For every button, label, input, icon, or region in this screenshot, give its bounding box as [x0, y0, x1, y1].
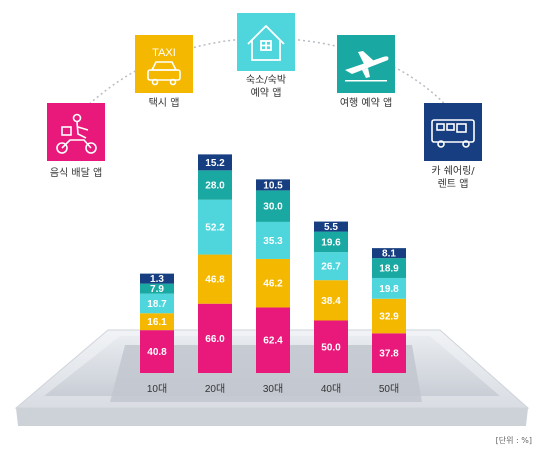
- legend-item-lodging: 숙소/숙박 예약 앱: [237, 13, 295, 99]
- bar-segment: [198, 303, 232, 373]
- data-label: 46.8: [205, 275, 225, 286]
- legend-item-food-delivery: 음식 배달 앱: [47, 103, 105, 179]
- legend-item-car-sharing: 카 쉐어링/ 렌트 앱: [424, 103, 482, 190]
- bar-segment: [256, 221, 290, 259]
- delivery-scooter-icon: [47, 103, 105, 161]
- bar-segment: [198, 199, 232, 255]
- taxi-sign: TAXI: [152, 47, 176, 59]
- bar-segment: [314, 252, 348, 281]
- bar-segment: [372, 248, 406, 259]
- data-label: 62.4: [263, 336, 283, 347]
- legend-label: 예약 앱: [251, 87, 282, 99]
- bars-group: 40.8 16.1 18.7 7.91.3 66.0 46.8 52.2 28.0 15.2 62…: [140, 154, 406, 373]
- data-label: 52.2: [205, 223, 225, 234]
- data-label: 15.2: [205, 158, 225, 169]
- legend-label: 렌트 앱: [438, 178, 469, 190]
- unit-label: [단위 : %]: [495, 436, 532, 445]
- data-label: 26.7: [321, 262, 341, 273]
- taxi-icon: [135, 35, 193, 93]
- legend-item-taxi: TAXI 택시 앱: [135, 35, 193, 109]
- bar-segment: [314, 231, 348, 253]
- camper-van-icon: [424, 103, 482, 161]
- category-label: 10대: [147, 383, 167, 395]
- legend-label: 택시 앱: [149, 97, 180, 109]
- legend-label: 여행 예약 앱: [340, 97, 392, 109]
- bar-segment: [198, 254, 232, 304]
- category-label: 20대: [205, 383, 225, 395]
- bar-segment: [314, 221, 348, 232]
- bar-segment: [198, 154, 232, 171]
- bar-segment: [372, 298, 406, 334]
- data-label: 66.0: [205, 334, 225, 345]
- bar-segment: [140, 273, 174, 284]
- data-label: 16.1: [147, 317, 167, 328]
- legend-label: 카 쉐어링/: [431, 165, 475, 177]
- data-label: 40.8: [147, 347, 167, 358]
- bar-segment: [314, 280, 348, 321]
- data-label: 8.1: [382, 249, 396, 260]
- data-label: 32.9: [379, 312, 399, 323]
- bar-segment: [256, 258, 290, 308]
- data-label: 30.0: [263, 202, 283, 213]
- bar-segment: [256, 307, 290, 373]
- data-label: 19.6: [321, 237, 341, 248]
- category-labels: 10대 20대 30대 40대 50대: [147, 383, 399, 395]
- bar-segment: [372, 333, 406, 373]
- data-label: 18.9: [379, 264, 399, 275]
- legend-label: 숙소/숙박: [246, 74, 286, 86]
- bar-segment: [140, 293, 174, 314]
- category-label: 40대: [321, 383, 341, 395]
- data-label: 18.7: [147, 299, 167, 310]
- bar-segment: [140, 283, 174, 294]
- data-label: 35.3: [263, 236, 283, 247]
- bar-segment: [198, 170, 232, 200]
- bar-segment: [314, 320, 348, 373]
- bar-segment: [140, 330, 174, 373]
- data-label: 46.2: [263, 279, 283, 290]
- data-label: 37.8: [379, 349, 399, 360]
- legend-item-travel: 여행 예약 앱: [337, 35, 395, 109]
- legend-label: 음식 배달 앱: [50, 167, 102, 179]
- data-label: 50.0: [321, 342, 341, 353]
- bar-segment: [140, 313, 174, 331]
- data-label: 28.0: [205, 181, 225, 192]
- bar-segment: [256, 179, 290, 191]
- bar-segment: [372, 277, 406, 299]
- category-label: 50대: [379, 383, 399, 395]
- data-label: 7.9: [150, 284, 164, 295]
- data-label: 1.3: [150, 274, 164, 285]
- bar-segment: [256, 190, 290, 222]
- data-label: 5.5: [324, 222, 338, 233]
- bar-segment: [372, 258, 406, 278]
- data-label: 10.5: [263, 180, 283, 191]
- category-label: 30대: [263, 383, 283, 395]
- data-label: 19.8: [379, 284, 399, 295]
- data-label: 38.4: [321, 296, 341, 307]
